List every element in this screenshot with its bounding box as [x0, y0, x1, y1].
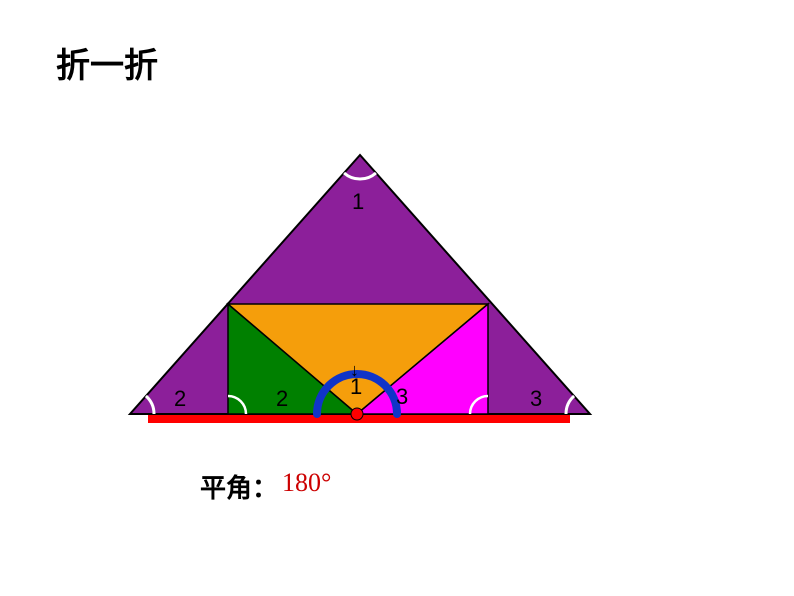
- angle-label: 3: [530, 386, 542, 411]
- angle-label: 3: [396, 384, 408, 409]
- caption-value: 180°: [282, 468, 331, 498]
- triangle-fold-diagram: 1221↓33: [0, 0, 794, 596]
- caption-label: 平角：: [200, 468, 278, 505]
- angle-label: 2: [174, 386, 186, 411]
- angle-label: 2: [276, 386, 288, 411]
- angle-label: ↓: [350, 360, 359, 380]
- angle-label: 1: [352, 189, 364, 214]
